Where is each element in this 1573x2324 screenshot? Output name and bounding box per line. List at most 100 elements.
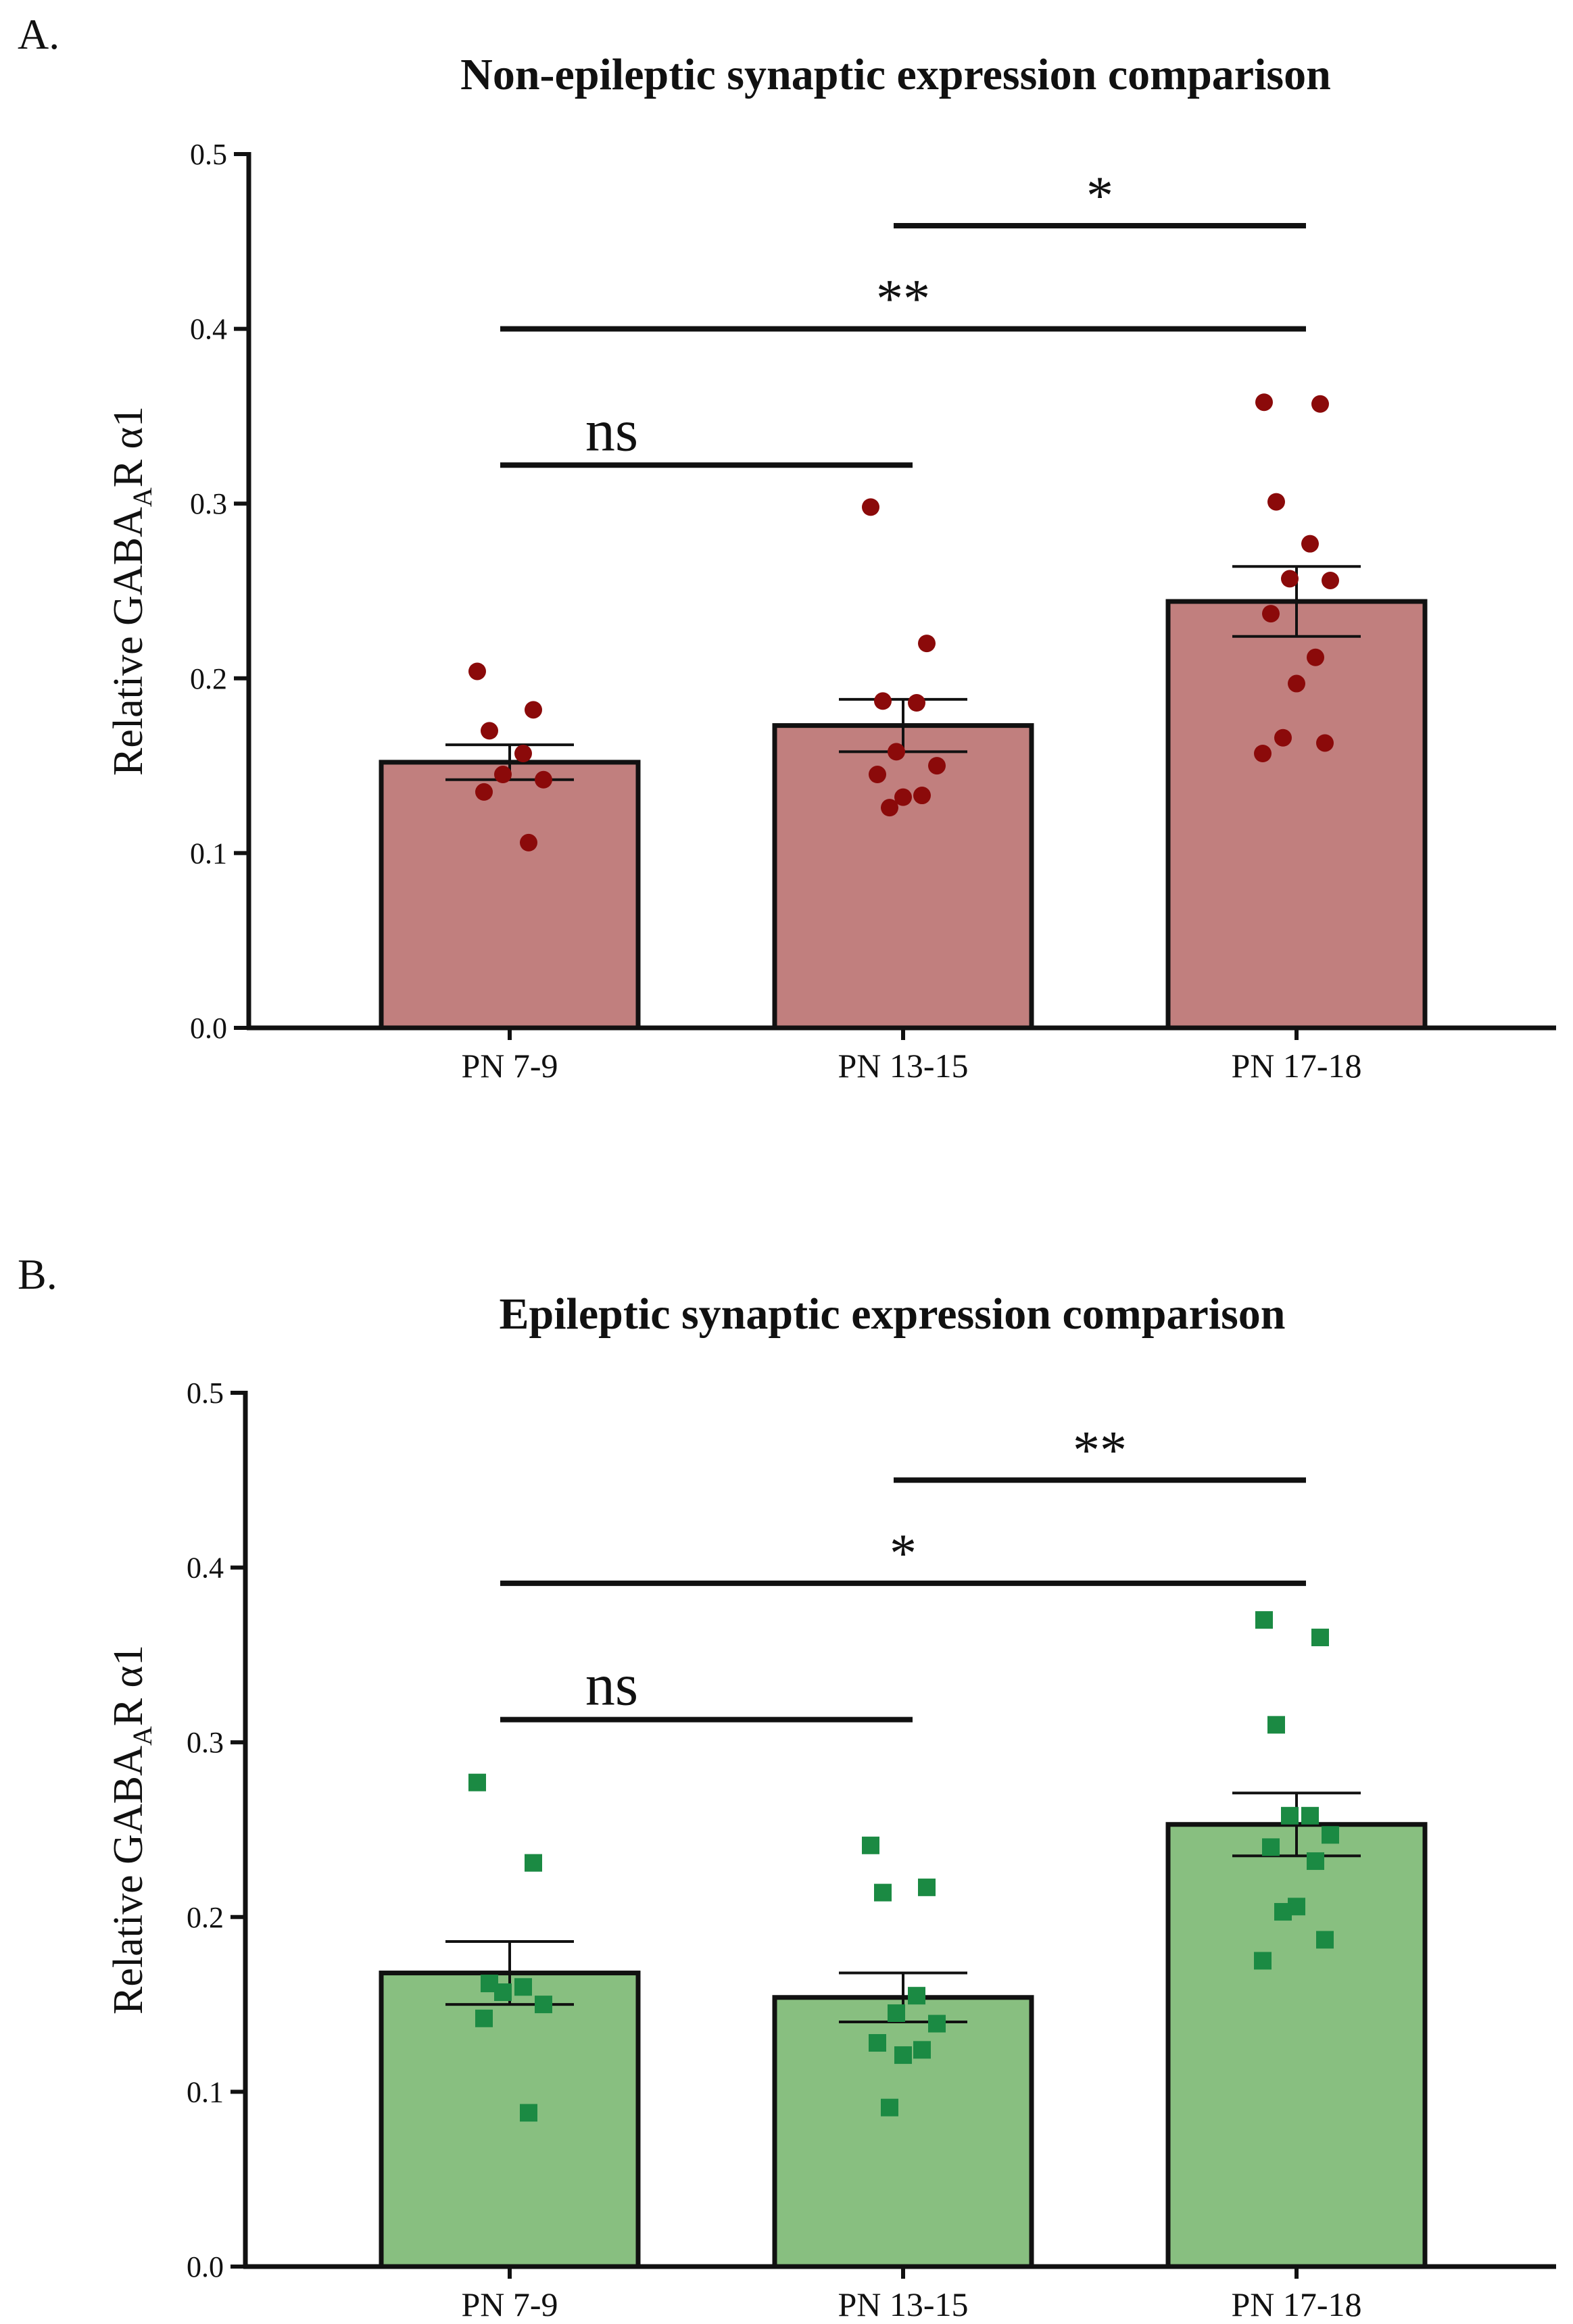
significance-label: ** [876, 270, 930, 329]
data-point [1255, 393, 1273, 412]
data-point [535, 770, 552, 789]
y-axis-label: Relative GABAAR α1 [105, 406, 158, 776]
data-point [888, 2004, 905, 2023]
y-tick-label: 0.1 [187, 2075, 224, 2108]
panel-label: B. [18, 1250, 57, 1298]
y-axis-label-suffix: R α1 [105, 1645, 151, 1726]
y-tick-label: 0.3 [190, 487, 227, 520]
panel-a: A. Non-epileptic synaptic expression comp… [18, 10, 1556, 1085]
data-point [475, 2009, 493, 2027]
bar-pn-7-9 [379, 760, 641, 1031]
y-tick-label: 0.0 [187, 2250, 224, 2283]
significance-label: ns [585, 1653, 638, 1719]
data-point [918, 1878, 936, 1896]
data-point [881, 2098, 898, 2117]
bar-pn-17-18 [1165, 599, 1428, 1031]
data-point [894, 788, 912, 806]
y-tick-label: 0.1 [190, 837, 227, 870]
data-point [525, 701, 542, 719]
panel-b: B. Epileptic synaptic expression comparis… [18, 1250, 1556, 2323]
data-point [1307, 648, 1324, 666]
panel-label: A. [18, 10, 59, 58]
data-point [862, 1836, 879, 1854]
data-point [514, 1978, 532, 1996]
data-point [1267, 493, 1285, 511]
y-tick-label: 0.5 [187, 1377, 224, 1410]
significance-label: * [1086, 166, 1113, 226]
x-category-label: PN 13-15 [838, 1047, 968, 1085]
data-point [1316, 1931, 1334, 1949]
data-point [869, 766, 886, 784]
y-tick-label: 0.4 [190, 313, 227, 346]
data-point [908, 694, 925, 712]
data-point [1301, 1806, 1319, 1825]
data-point [1322, 1826, 1339, 1844]
data-point [874, 1883, 892, 1902]
data-point [494, 1983, 512, 2001]
y-axis-label-subscript: A [127, 1726, 158, 1746]
data-point [1301, 535, 1319, 553]
data-point [1262, 605, 1280, 623]
data-point [881, 799, 898, 817]
data-point [908, 1987, 925, 2005]
data-point [913, 787, 931, 805]
data-point [888, 743, 905, 761]
data-point [1311, 395, 1329, 413]
data-point [514, 744, 532, 762]
y-axis-label: Relative GABAAR α1 [105, 1645, 158, 2014]
data-point [918, 635, 936, 653]
y-tick-label: 0.2 [190, 662, 227, 695]
bar-pn-13-15 [772, 1995, 1034, 2269]
data-point [1255, 1611, 1273, 1629]
y-tick-label: 0.3 [187, 1726, 224, 1759]
data-point [1307, 1852, 1324, 1871]
data-point [1322, 571, 1339, 589]
data-point [1316, 734, 1334, 752]
data-point [1262, 1838, 1280, 1856]
chart-title: Non-epileptic synaptic expression compar… [460, 50, 1331, 99]
data-point [468, 662, 486, 681]
data-point [869, 2033, 886, 2052]
data-point [1274, 728, 1292, 747]
data-point [1254, 1952, 1272, 1970]
y-tick-label: 0.2 [187, 1901, 224, 1934]
y-axis-label-suffix: R α1 [105, 406, 151, 487]
data-point [1281, 570, 1299, 588]
x-category-label: PN 17-18 [1231, 2285, 1361, 2323]
data-point [535, 1996, 552, 2014]
data-point [525, 1854, 542, 1872]
data-point [520, 833, 537, 851]
x-category-label: PN 7-9 [461, 1047, 558, 1085]
bar-pn-7-9 [379, 1971, 641, 2269]
data-point [894, 2046, 912, 2065]
y-tick-label: 0.5 [190, 138, 227, 171]
data-point [494, 766, 512, 784]
y-tick-label: 0.4 [187, 1552, 224, 1585]
data-point [874, 692, 892, 710]
x-category-label: PN 13-15 [838, 2285, 968, 2323]
chart-title: Epileptic synaptic expression comparison [499, 1289, 1285, 1339]
data-point [468, 1773, 486, 1791]
x-category-label: PN 17-18 [1231, 1047, 1361, 1085]
y-axis-label-main: Relative GABA [105, 1746, 151, 2014]
data-point [481, 722, 498, 740]
data-point [1274, 1903, 1292, 1921]
data-point [1254, 744, 1272, 762]
bar-pn-13-15 [772, 723, 1034, 1031]
data-point [520, 2104, 537, 2122]
data-point [1288, 674, 1305, 693]
significance-label: * [890, 1524, 917, 1583]
data-point [928, 2014, 946, 2033]
data-point [862, 498, 879, 516]
significance-label: ** [1073, 1420, 1127, 1480]
y-axis-label-subscript: A [127, 487, 158, 507]
data-point [928, 757, 946, 775]
y-axis-label-main: Relative GABA [105, 507, 151, 776]
data-point [1267, 1716, 1285, 1734]
x-category-label: PN 7-9 [461, 2285, 558, 2323]
significance-label: ns [585, 398, 638, 464]
data-point [475, 783, 493, 801]
data-point [913, 2041, 931, 2059]
data-point [1281, 1806, 1299, 1825]
